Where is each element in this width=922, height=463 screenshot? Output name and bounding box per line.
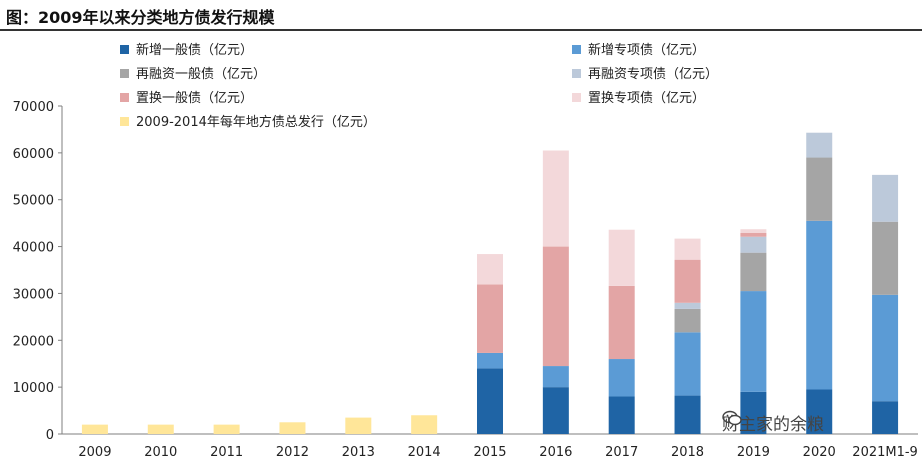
x-tick-label: 2018	[671, 445, 704, 460]
bar-segment	[345, 417, 372, 434]
bar-segment	[674, 332, 701, 396]
bar-segment	[740, 391, 767, 434]
legend-swatch	[572, 69, 581, 78]
bar-segment	[806, 157, 833, 221]
x-tick-label: 2017	[605, 445, 638, 460]
bar-segment	[213, 424, 240, 434]
bar-segment	[477, 368, 503, 434]
bar-segment	[674, 238, 701, 260]
legend-label: 2009-2014年每年地方债总发行（亿元）	[136, 114, 376, 130]
legend-swatch	[120, 45, 129, 54]
legend-swatch	[572, 93, 581, 102]
bar-segment	[147, 424, 174, 434]
page-title: 图：2009年以来分类地方债发行规模	[6, 8, 275, 27]
bar-segment	[872, 401, 899, 434]
bar-segment	[608, 359, 635, 397]
x-tick-label: 2015	[473, 445, 506, 460]
y-tick-label: 70000	[13, 100, 54, 115]
x-tick-label: 2010	[144, 445, 177, 460]
bar-segment	[740, 229, 767, 233]
bar-segment	[740, 252, 767, 292]
bar-segment	[477, 352, 503, 369]
legend-label: 再融资专项债（亿元）	[588, 67, 718, 82]
bar-segment	[542, 150, 569, 247]
bar-segment	[411, 415, 438, 434]
bar-segment	[608, 285, 635, 360]
legend-swatch	[120, 117, 129, 126]
y-tick-label: 20000	[13, 334, 54, 349]
x-tick-label: 2019	[737, 445, 770, 460]
y-tick-label: 10000	[13, 381, 54, 396]
legend-label: 再融资一般债（亿元）	[136, 66, 266, 82]
bar-segment	[740, 236, 767, 253]
bar-segment	[872, 174, 899, 222]
y-tick-label: 60000	[13, 147, 54, 162]
legend-swatch	[120, 69, 129, 78]
x-tick-label: 2013	[342, 445, 375, 460]
bar-segment	[740, 232, 767, 237]
y-tick-label: 50000	[13, 194, 54, 209]
x-tick-label: 2014	[408, 445, 441, 460]
legend-swatch	[120, 93, 129, 102]
x-tick-label: 2021M1-9	[852, 445, 918, 460]
bar-segment	[542, 366, 569, 388]
bar-segment	[674, 259, 701, 303]
legend-swatch	[572, 45, 581, 54]
bar-segment	[542, 246, 569, 367]
x-tick-label: 2011	[210, 445, 243, 460]
bar-segment	[740, 291, 767, 392]
watermark-text: 财主家的余粮	[722, 415, 824, 435]
legend-label: 置换一般债（亿元）	[136, 90, 253, 106]
legend-label: 置换专项债（亿元）	[588, 91, 705, 106]
bar-segment	[806, 132, 833, 158]
legend-label: 新增专项债（亿元）	[588, 42, 705, 58]
x-tick-label: 2016	[539, 445, 572, 460]
y-tick-label: 40000	[13, 241, 54, 256]
y-tick-label: 0	[46, 428, 54, 443]
bar-segment	[477, 254, 503, 285]
bar-segment	[81, 424, 108, 434]
bar-segment	[674, 302, 701, 309]
x-tick-label: 2012	[276, 445, 309, 460]
bar-segment	[806, 220, 833, 390]
bar-segment	[806, 389, 833, 434]
bar-segment	[674, 395, 701, 434]
bar-segment	[608, 229, 635, 286]
bar-segment	[872, 221, 899, 295]
bar-segment	[872, 294, 899, 402]
wechat-icon	[722, 410, 742, 426]
bar-segment	[608, 396, 635, 434]
legend-label: 新增一般债（亿元）	[136, 42, 253, 58]
y-tick-label: 30000	[13, 287, 54, 302]
x-tick-label: 2020	[803, 445, 836, 460]
bar-segment	[477, 284, 503, 353]
watermark: 财主家的余粮	[722, 410, 824, 435]
bar-segment	[279, 422, 306, 434]
x-tick-label: 2009	[78, 445, 111, 460]
title-divider	[0, 29, 922, 31]
bar-segment	[542, 387, 569, 434]
bar-segment	[674, 308, 701, 333]
